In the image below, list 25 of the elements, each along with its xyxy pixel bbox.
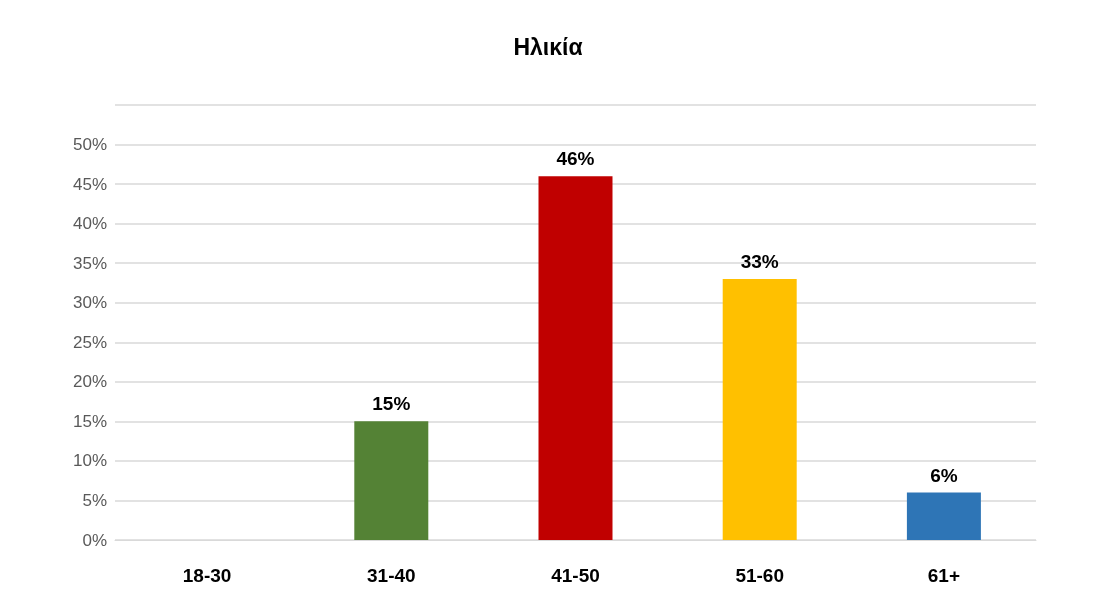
y-tick-label: 5% bbox=[82, 490, 107, 510]
y-tick-label: 10% bbox=[72, 451, 107, 471]
y-tick-label: 15% bbox=[72, 411, 107, 431]
bar bbox=[722, 279, 797, 540]
bar bbox=[538, 176, 613, 540]
chart-title: Ηλικία bbox=[513, 33, 583, 60]
bar bbox=[354, 421, 429, 540]
x-tick-label: 31-40 bbox=[367, 565, 416, 586]
bar bbox=[906, 492, 981, 540]
y-tick-label: 25% bbox=[72, 332, 107, 352]
data-label: 33% bbox=[740, 251, 779, 272]
y-tick-label: 50% bbox=[72, 135, 107, 155]
data-label: 15% bbox=[372, 393, 411, 415]
x-tick-label: 41-50 bbox=[551, 565, 600, 586]
x-tick-label: 61+ bbox=[927, 565, 961, 586]
data-label: 6% bbox=[930, 464, 958, 486]
y-tick-label: 35% bbox=[72, 253, 107, 273]
y-tick-label: 45% bbox=[72, 174, 107, 194]
y-tick-label: 40% bbox=[72, 214, 107, 234]
x-tick-label: 51-60 bbox=[735, 565, 784, 586]
y-tick-label: 0% bbox=[82, 530, 107, 550]
x-tick-label: 18-30 bbox=[182, 565, 232, 586]
y-tick-label: 30% bbox=[72, 293, 107, 313]
data-label: 46% bbox=[556, 148, 595, 170]
y-tick-label: 20% bbox=[72, 372, 107, 392]
